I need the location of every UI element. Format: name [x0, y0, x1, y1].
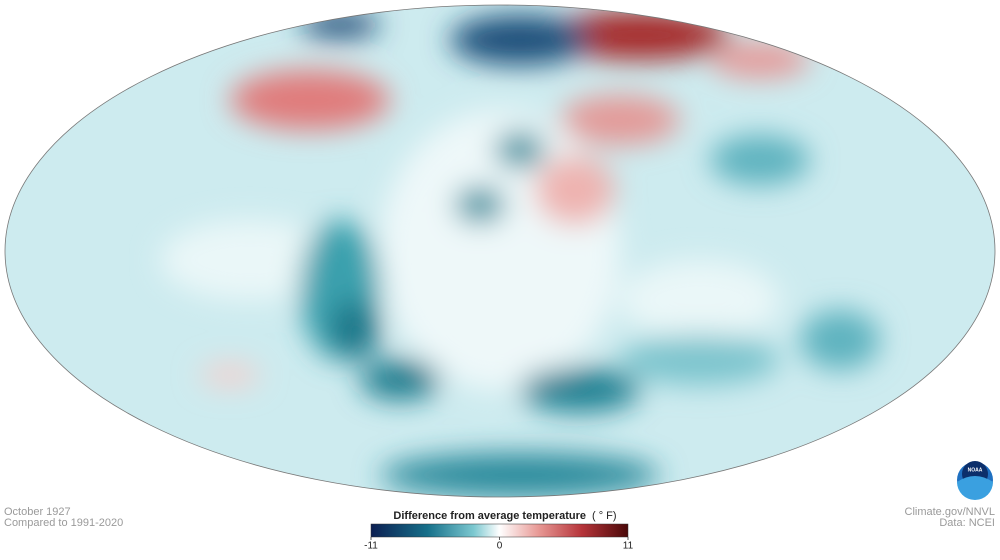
- color-bar: [370, 523, 629, 538]
- legend-title: Difference from average temperature: [393, 510, 586, 522]
- legend-unit: ( ° F): [592, 510, 617, 522]
- source: Climate.gov/NNVL: [905, 506, 995, 518]
- map-outline: [4, 4, 996, 498]
- map: [5, 5, 995, 497]
- data-credit: Data: NCEI: [939, 517, 995, 529]
- logo-text: NOAA: [968, 467, 983, 473]
- legend-tick-label: 0: [497, 541, 503, 552]
- noaa-logo: NOAA: [957, 461, 993, 500]
- legend-tick-label: -11: [364, 541, 378, 552]
- date: October 1927: [4, 506, 71, 518]
- baseline: Compared to 1991-2020: [4, 517, 123, 529]
- legend-tick-label: 11: [623, 541, 634, 552]
